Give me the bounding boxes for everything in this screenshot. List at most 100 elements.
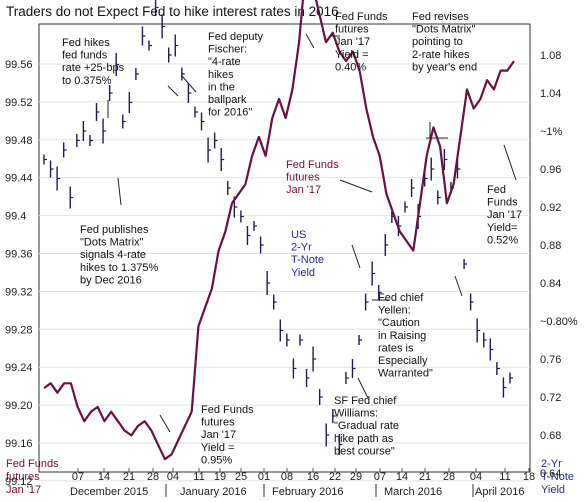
x-tick-label: 19 — [214, 471, 226, 483]
tnote-bar — [135, 68, 139, 80]
annotation-a10: Fed Funds futures Jan '17 Yield = 0.95% — [201, 404, 254, 466]
x-tick-label: 16 — [307, 471, 319, 483]
annotation-a4: Fed revises "Dots Matrix" pointing to 2-rat… — [412, 11, 477, 73]
right-tick-label: 0.72 — [540, 392, 561, 404]
right-tick-label: 1.08 — [540, 50, 561, 62]
tnote-bar — [483, 332, 487, 348]
x-axis-month-labels: December 2015 January 2016 February 2016 Ma… — [70, 484, 525, 498]
right-tick-label: 0.68 — [540, 430, 561, 442]
left-tick-label: 99.16 — [5, 438, 33, 450]
annotation-a9: Fed chief Yellen: "Caution in Raising rates … — [378, 292, 433, 380]
tnote-bar — [213, 132, 218, 149]
right-tick-label: 1.04 — [540, 88, 561, 100]
tnote-bar — [76, 134, 80, 147]
x-tick-label: 22 — [329, 471, 341, 483]
leader-line — [454, 275, 463, 297]
left-tick-label: 99.24 — [5, 362, 33, 374]
tnote-bar — [220, 148, 225, 171]
annotation-a6: Fed publishes "Dots Matrix" signals 4-rate… — [80, 224, 158, 286]
tnote-bar — [168, 47, 172, 63]
tnote-bar — [62, 142, 67, 158]
left-tick-label: 99.52 — [5, 97, 33, 109]
left-axis-title: Fed Funds futures Jan '17 — [6, 458, 59, 496]
tnote-bar — [332, 409, 336, 423]
tnote-bar — [430, 157, 435, 181]
tnote-bar — [128, 92, 133, 113]
x-tick-label: 21 — [123, 471, 135, 483]
tnote-bar — [89, 135, 93, 146]
month-label: February 2016 — [272, 486, 344, 498]
tnote-bar — [174, 34, 179, 57]
tnote-bar — [122, 114, 126, 129]
left-tick-label: 99.36 — [5, 249, 33, 261]
x-tick-label: 14 — [98, 471, 110, 483]
tnote-bar — [154, 0, 159, 16]
x-tick-label: 04 — [470, 471, 482, 483]
x-tick-label: 25 — [235, 471, 247, 483]
tnote-bar — [69, 186, 74, 209]
tnote-bar — [351, 359, 356, 378]
left-tick-label: 99.56 — [5, 59, 33, 71]
tnote-bar — [43, 154, 47, 165]
tnote-bar — [404, 201, 408, 213]
leader-line — [357, 377, 369, 399]
tnote-bar — [227, 181, 231, 195]
annotation-a2: Fed deputy Fischer: "4-rate hikes in the ball… — [208, 31, 264, 119]
month-label: December 2015 — [70, 486, 148, 498]
tnote-bar — [266, 271, 271, 295]
leader-line — [117, 177, 122, 206]
leader-line — [351, 244, 361, 269]
tnote-bar — [496, 362, 500, 375]
gridlines — [39, 63, 530, 482]
tnote-bar — [338, 434, 343, 455]
tnote-bar — [384, 234, 389, 256]
right-tick-label: 0.76 — [540, 354, 561, 366]
right-tick-label: ~0.80% — [540, 316, 578, 328]
tnote-bar — [207, 137, 212, 163]
x-tick-label: 07 — [72, 471, 84, 483]
left-tick-label: 99.4 — [5, 211, 26, 223]
left-tick-label: 99.44 — [5, 173, 33, 185]
x-axis-tick-labels: 07 14 21 28 04 11 19 25 01 08 16 22 29 07 14 21 28 04 11 18 — [72, 468, 535, 483]
tnote-bar — [463, 259, 468, 269]
tnote-bar — [148, 40, 153, 51]
annotation-a1: Fed hikes fed funds rate +25-bps to 0.375% — [62, 37, 125, 87]
annotation-a8: Fed Funds Jan '17 Yield= 0.52% — [487, 184, 522, 246]
x-tick-label: 28 — [443, 471, 455, 483]
tnote-bar — [443, 149, 448, 170]
tnote-bar — [181, 67, 185, 81]
tnote-bar — [292, 358, 297, 379]
tnote-bar — [299, 334, 303, 346]
x-tick-label: 21 — [419, 471, 431, 483]
left-tick-label: 99.20 — [5, 400, 33, 412]
tnote-bar — [246, 226, 251, 245]
month-label: January 2016 — [180, 486, 247, 498]
left-tick-label: 99.32 — [5, 286, 33, 298]
axis-titles: Fed Funds futures Jan '17 2-Yr T-Note Yield — [6, 458, 574, 496]
right-tick-label: ~1% — [540, 126, 563, 138]
annotation-a7: US 2-Yr T-Note Yield — [291, 229, 324, 279]
tnote-bar — [273, 294, 277, 310]
x-tick-label: 07 — [374, 471, 386, 483]
x-tick-label: 18 — [523, 471, 535, 483]
tnote-bar — [194, 106, 198, 118]
right-tick-label: 0.96 — [540, 164, 561, 176]
tnote-bar — [358, 335, 363, 345]
left-tick-label: 99.28 — [5, 324, 33, 336]
leader-line — [503, 144, 517, 181]
month-label: March 2016 — [384, 486, 442, 498]
x-tick-label: 11 — [193, 471, 204, 483]
right-axis-tick-labels: 1.08 1.04 ~1% 0.96 0.92 0.88 0.84 ~0.80% 0.76 0.7… — [540, 50, 578, 480]
tnote-bar — [469, 293, 474, 311]
tnote-bar — [345, 372, 349, 384]
annotation-a11: SF Fed chief Williams: "Gradual rate hike p… — [334, 395, 399, 457]
leader-line — [167, 85, 179, 97]
annotations: Fed hikes fed funds rate +25-bps to 0.375% F… — [62, 11, 522, 466]
tnote-bar — [115, 53, 120, 76]
tnote-bar — [49, 160, 54, 178]
tnote-bar — [305, 369, 310, 387]
tnote-bar — [95, 103, 100, 121]
tnote-bar — [253, 221, 258, 231]
right-axis-title: 2-Yr T-Note Yield — [541, 458, 574, 496]
